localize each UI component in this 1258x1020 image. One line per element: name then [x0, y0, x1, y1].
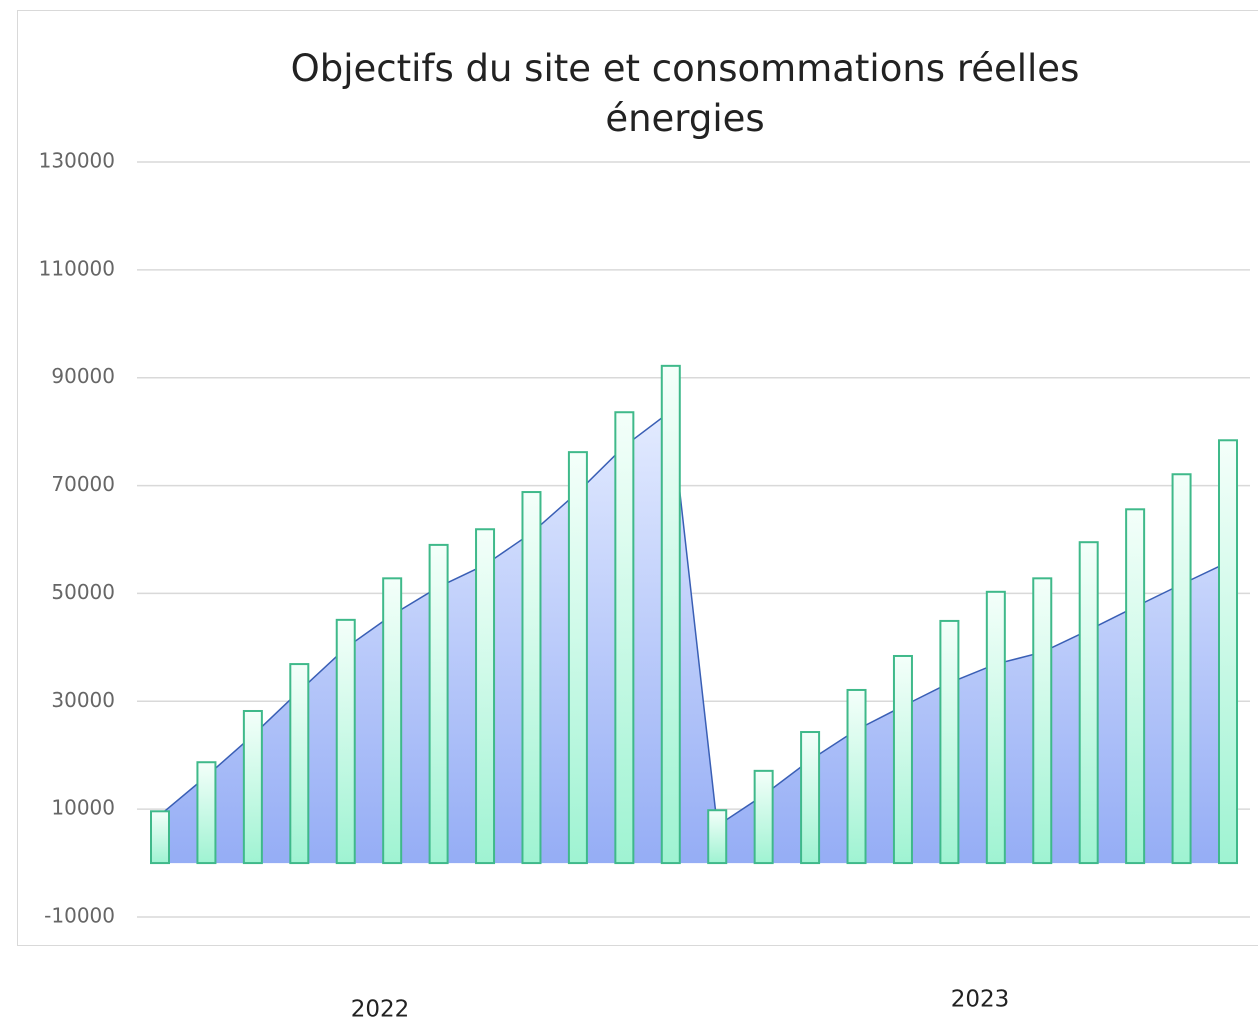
y-tick-label: 110000 — [39, 256, 115, 280]
group-label: 2022 — [351, 997, 410, 1020]
bar — [475, 528, 496, 865]
bar — [567, 451, 588, 865]
bar — [753, 769, 774, 865]
y-tick-label: 130000 — [39, 149, 115, 173]
bar — [707, 809, 728, 865]
chart-frame — [17, 10, 1258, 946]
area-fill — [160, 411, 1228, 864]
y-tick-label: 10000 — [51, 796, 115, 820]
bar — [521, 491, 542, 865]
bar — [1032, 577, 1053, 865]
bar — [846, 688, 867, 865]
chart-title: Objectifs du site et consommations réell… — [290, 47, 1080, 140]
bar — [196, 761, 217, 865]
y-tick-label: 90000 — [51, 364, 115, 388]
group-label: 2023 — [951, 987, 1010, 1013]
bar — [289, 663, 310, 865]
bar — [428, 543, 449, 865]
bar — [660, 364, 681, 865]
bar — [614, 411, 635, 865]
y-tick-label: -10000 — [44, 904, 115, 928]
bar — [1171, 473, 1192, 865]
bar — [1078, 541, 1099, 865]
bar — [335, 618, 356, 865]
y-tick-label: 70000 — [51, 472, 115, 496]
bar — [150, 810, 170, 865]
y-tick-label: 30000 — [51, 688, 115, 712]
y-tick-label: 50000 — [51, 580, 115, 604]
bar — [985, 590, 1006, 865]
bar — [939, 619, 960, 865]
bar — [242, 709, 263, 865]
bar — [892, 654, 913, 865]
bar — [1125, 508, 1146, 865]
bar — [382, 577, 403, 865]
bar — [800, 731, 821, 865]
bar — [1218, 439, 1238, 865]
